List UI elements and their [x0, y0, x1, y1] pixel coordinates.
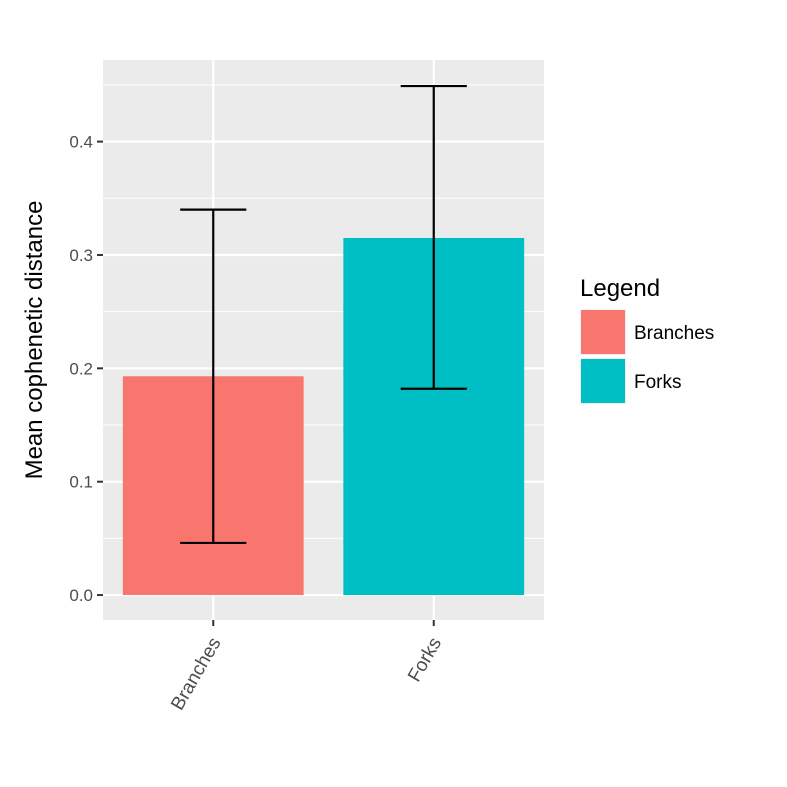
- x-axis: Branches Forks: [167, 620, 446, 714]
- legend-title: Legend: [580, 275, 660, 302]
- legend-swatch-forks: [581, 359, 625, 403]
- error-bar-branches: [180, 208, 247, 545]
- legend-swatch-branches: [581, 310, 625, 354]
- y-tick-label: 0.0: [69, 586, 93, 605]
- y-axis-title: Mean cophenetic distance: [21, 201, 48, 480]
- error-bars: [180, 84, 467, 545]
- y-tick-label: 0.3: [69, 246, 93, 265]
- y-axis: 0.0 0.1 0.2 0.3 0.4: [69, 133, 103, 605]
- legend-label-forks: Forks: [634, 372, 682, 393]
- x-tick-label: Forks: [404, 634, 446, 686]
- error-bar-forks: [400, 84, 467, 390]
- y-tick-label: 0.2: [69, 359, 93, 378]
- y-tick-label: 0.4: [69, 133, 93, 152]
- legend-label-branches: Branches: [634, 323, 714, 344]
- legend: Legend Branches Forks: [580, 275, 714, 404]
- y-tick-label: 0.1: [69, 473, 93, 492]
- x-tick-label: Branches: [167, 634, 225, 714]
